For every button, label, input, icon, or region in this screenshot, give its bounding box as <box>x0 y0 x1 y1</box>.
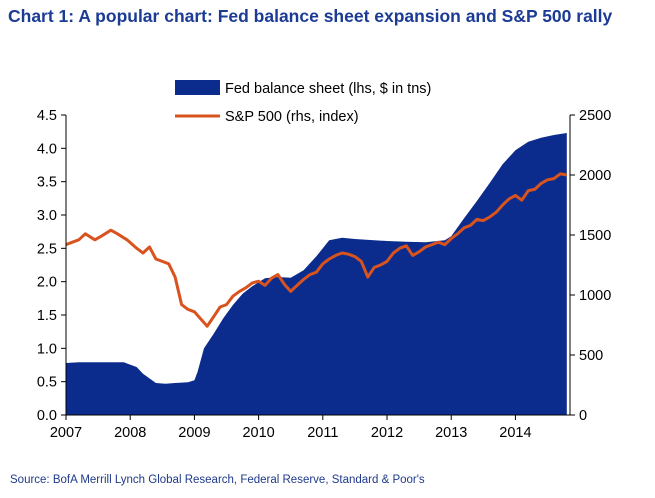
legend-spx-label: S&P 500 (rhs, index) <box>225 109 359 125</box>
x-tick-label: 2012 <box>371 425 403 441</box>
right-tick-label: 2000 <box>579 168 611 184</box>
left-tick-label: 0.5 <box>37 375 57 391</box>
fed-area-layer <box>66 133 567 415</box>
left-tick-label: 0.0 <box>37 408 57 424</box>
right-tick-label: 2500 <box>579 108 611 124</box>
spx-line-layer <box>65 172 568 328</box>
x-tick-label: 2014 <box>499 425 531 441</box>
left-tick-label: 1.5 <box>37 308 57 324</box>
left-tick-label: 2.0 <box>37 275 57 291</box>
left-tick-label: 1.0 <box>37 341 57 357</box>
spx-line <box>65 172 568 328</box>
x-tick-label: 2011 <box>307 425 338 441</box>
left-tick-label: 4.5 <box>37 108 57 124</box>
right-tick-label: 500 <box>579 348 603 364</box>
legend: Fed balance sheet (lhs, $ in tns) S&P 50… <box>175 80 431 125</box>
fed-balance-area <box>66 133 567 415</box>
left-tick-label: 2.5 <box>37 241 57 257</box>
x-tick-label: 2013 <box>435 425 467 441</box>
right-tick-label: 0 <box>579 408 587 424</box>
right-tick-label: 1500 <box>579 228 611 244</box>
x-tick-label: 2009 <box>178 425 210 441</box>
x-tick-label: 2010 <box>242 425 274 441</box>
x-tick-label: 2008 <box>114 425 146 441</box>
source-note: Source: BofA Merrill Lynch Global Resear… <box>10 474 425 486</box>
left-tick-label: 4.0 <box>37 141 57 157</box>
right-tick-label: 1000 <box>579 288 611 304</box>
legend-fed-label: Fed balance sheet (lhs, $ in tns) <box>225 81 431 97</box>
chart-title: Chart 1: A popular chart: Fed balance sh… <box>8 6 613 26</box>
legend-fed-swatch <box>175 80 220 95</box>
left-tick-label: 3.5 <box>37 175 57 191</box>
axes: 0.0 0.5 1.0 1.5 2.0 2.5 3.0 3.5 4.0 4.5 0 500 1000 15… <box>37 108 611 441</box>
left-tick-label: 3.0 <box>37 208 57 224</box>
x-tick-label: 2007 <box>50 425 82 441</box>
